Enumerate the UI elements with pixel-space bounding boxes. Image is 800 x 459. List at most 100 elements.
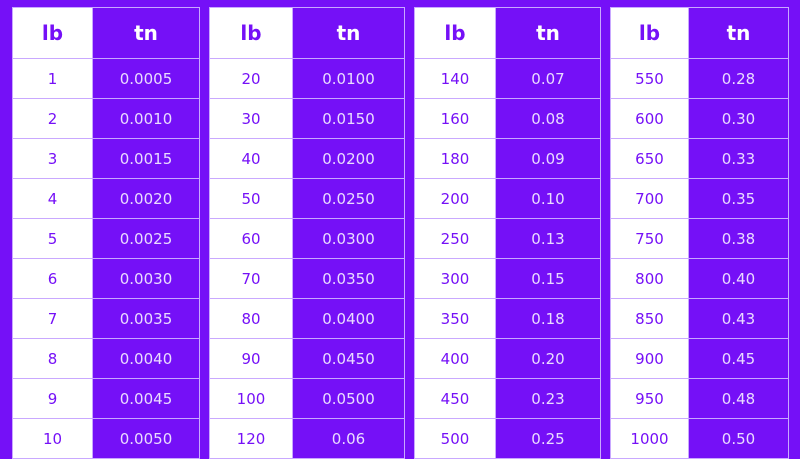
table-row: 550 0.28 xyxy=(610,58,789,99)
header-tn: tn xyxy=(92,7,200,59)
tn-cell: 0.30 xyxy=(688,98,789,139)
table-row: 9 0.0045 xyxy=(12,378,200,419)
tn-cell: 0.0045 xyxy=(92,378,200,419)
lb-cell: 160 xyxy=(414,98,496,139)
table-row: 500 0.25 xyxy=(414,418,601,459)
tn-cell: 0.15 xyxy=(495,258,601,299)
lb-cell: 250 xyxy=(414,218,496,259)
table-row: 750 0.38 xyxy=(610,218,789,259)
table-row: 80 0.0400 xyxy=(209,298,405,339)
table-row: 5 0.0025 xyxy=(12,218,200,259)
tn-cell: 0.07 xyxy=(495,58,601,99)
table-row: 700 0.35 xyxy=(610,178,789,219)
table-row: 180 0.09 xyxy=(414,138,601,179)
tn-cell: 0.0035 xyxy=(92,298,200,339)
table-row: 70 0.0350 xyxy=(209,258,405,299)
lb-to-tn-table-1: lb tn 1 0.0005 2 0.0010 3 0.0015 4 0.0020 5 0.0025 6… xyxy=(12,7,200,459)
lb-cell: 4 xyxy=(12,178,93,219)
lb-to-tn-table-2: lb tn 20 0.0100 30 0.0150 40 0.0200 50 0.0250 60 0.… xyxy=(209,7,405,459)
table-row: 950 0.48 xyxy=(610,378,789,419)
lb-cell: 30 xyxy=(209,98,293,139)
header-lb: lb xyxy=(12,7,93,59)
table-row: 120 0.06 xyxy=(209,418,405,459)
header-lb: lb xyxy=(209,7,293,59)
tn-cell: 0.0400 xyxy=(292,298,405,339)
table-row: 7 0.0035 xyxy=(12,298,200,339)
table-row: 160 0.08 xyxy=(414,98,601,139)
table-row: 650 0.33 xyxy=(610,138,789,179)
tn-cell: 0.38 xyxy=(688,218,789,259)
header-tn: tn xyxy=(495,7,601,59)
tn-cell: 0.0015 xyxy=(92,138,200,179)
table-row: 450 0.23 xyxy=(414,378,601,419)
tn-cell: 0.0040 xyxy=(92,338,200,379)
lb-cell: 90 xyxy=(209,338,293,379)
lb-cell: 550 xyxy=(610,58,689,99)
lb-cell: 300 xyxy=(414,258,496,299)
tn-cell: 0.13 xyxy=(495,218,601,259)
lb-cell: 10 xyxy=(12,418,93,459)
tn-cell: 0.23 xyxy=(495,378,601,419)
header-lb: lb xyxy=(610,7,689,59)
table-row: 50 0.0250 xyxy=(209,178,405,219)
tn-cell: 0.18 xyxy=(495,298,601,339)
lb-cell: 1 xyxy=(12,58,93,99)
header-tn: tn xyxy=(688,7,789,59)
tn-cell: 0.20 xyxy=(495,338,601,379)
lb-cell: 200 xyxy=(414,178,496,219)
header-tn: tn xyxy=(292,7,405,59)
lb-cell: 100 xyxy=(209,378,293,419)
lb-cell: 70 xyxy=(209,258,293,299)
tn-cell: 0.0020 xyxy=(92,178,200,219)
table-row: 800 0.40 xyxy=(610,258,789,299)
lb-cell: 900 xyxy=(610,338,689,379)
table-row: 90 0.0450 xyxy=(209,338,405,379)
lb-to-tn-table-4: lb tn 550 0.28 600 0.30 650 0.33 700 0.35 750 0.38 8… xyxy=(610,7,789,459)
lb-cell: 80 xyxy=(209,298,293,339)
table-row: 1000 0.50 xyxy=(610,418,789,459)
header-row: lb tn xyxy=(610,7,789,59)
tn-cell: 0.0350 xyxy=(292,258,405,299)
tn-cell: 0.0200 xyxy=(292,138,405,179)
tn-cell: 0.0010 xyxy=(92,98,200,139)
tn-cell: 0.33 xyxy=(688,138,789,179)
lb-cell: 850 xyxy=(610,298,689,339)
tn-cell: 0.43 xyxy=(688,298,789,339)
lb-cell: 350 xyxy=(414,298,496,339)
header-row: lb tn xyxy=(12,7,200,59)
table-row: 10 0.0050 xyxy=(12,418,200,459)
tn-cell: 0.10 xyxy=(495,178,601,219)
table-row: 1 0.0005 xyxy=(12,58,200,99)
table-row: 900 0.45 xyxy=(610,338,789,379)
lb-cell: 20 xyxy=(209,58,293,99)
table-row: 60 0.0300 xyxy=(209,218,405,259)
lb-cell: 120 xyxy=(209,418,293,459)
header-lb: lb xyxy=(414,7,496,59)
tn-cell: 0.50 xyxy=(688,418,789,459)
table-row: 400 0.20 xyxy=(414,338,601,379)
lb-cell: 9 xyxy=(12,378,93,419)
lb-cell: 950 xyxy=(610,378,689,419)
table-row: 2 0.0010 xyxy=(12,98,200,139)
table-row: 140 0.07 xyxy=(414,58,601,99)
table-row: 850 0.43 xyxy=(610,298,789,339)
tn-cell: 0.35 xyxy=(688,178,789,219)
tn-cell: 0.25 xyxy=(495,418,601,459)
tn-cell: 0.0030 xyxy=(92,258,200,299)
table-row: 350 0.18 xyxy=(414,298,601,339)
lb-cell: 1000 xyxy=(610,418,689,459)
lb-cell: 8 xyxy=(12,338,93,379)
tn-cell: 0.0250 xyxy=(292,178,405,219)
tn-cell: 0.0150 xyxy=(292,98,405,139)
table-row: 100 0.0500 xyxy=(209,378,405,419)
lb-cell: 600 xyxy=(610,98,689,139)
lb-cell: 450 xyxy=(414,378,496,419)
tn-cell: 0.40 xyxy=(688,258,789,299)
lb-cell: 60 xyxy=(209,218,293,259)
header-row: lb tn xyxy=(209,7,405,59)
lb-cell: 5 xyxy=(12,218,93,259)
tn-cell: 0.0500 xyxy=(292,378,405,419)
table-row: 30 0.0150 xyxy=(209,98,405,139)
table-row: 300 0.15 xyxy=(414,258,601,299)
tn-cell: 0.09 xyxy=(495,138,601,179)
